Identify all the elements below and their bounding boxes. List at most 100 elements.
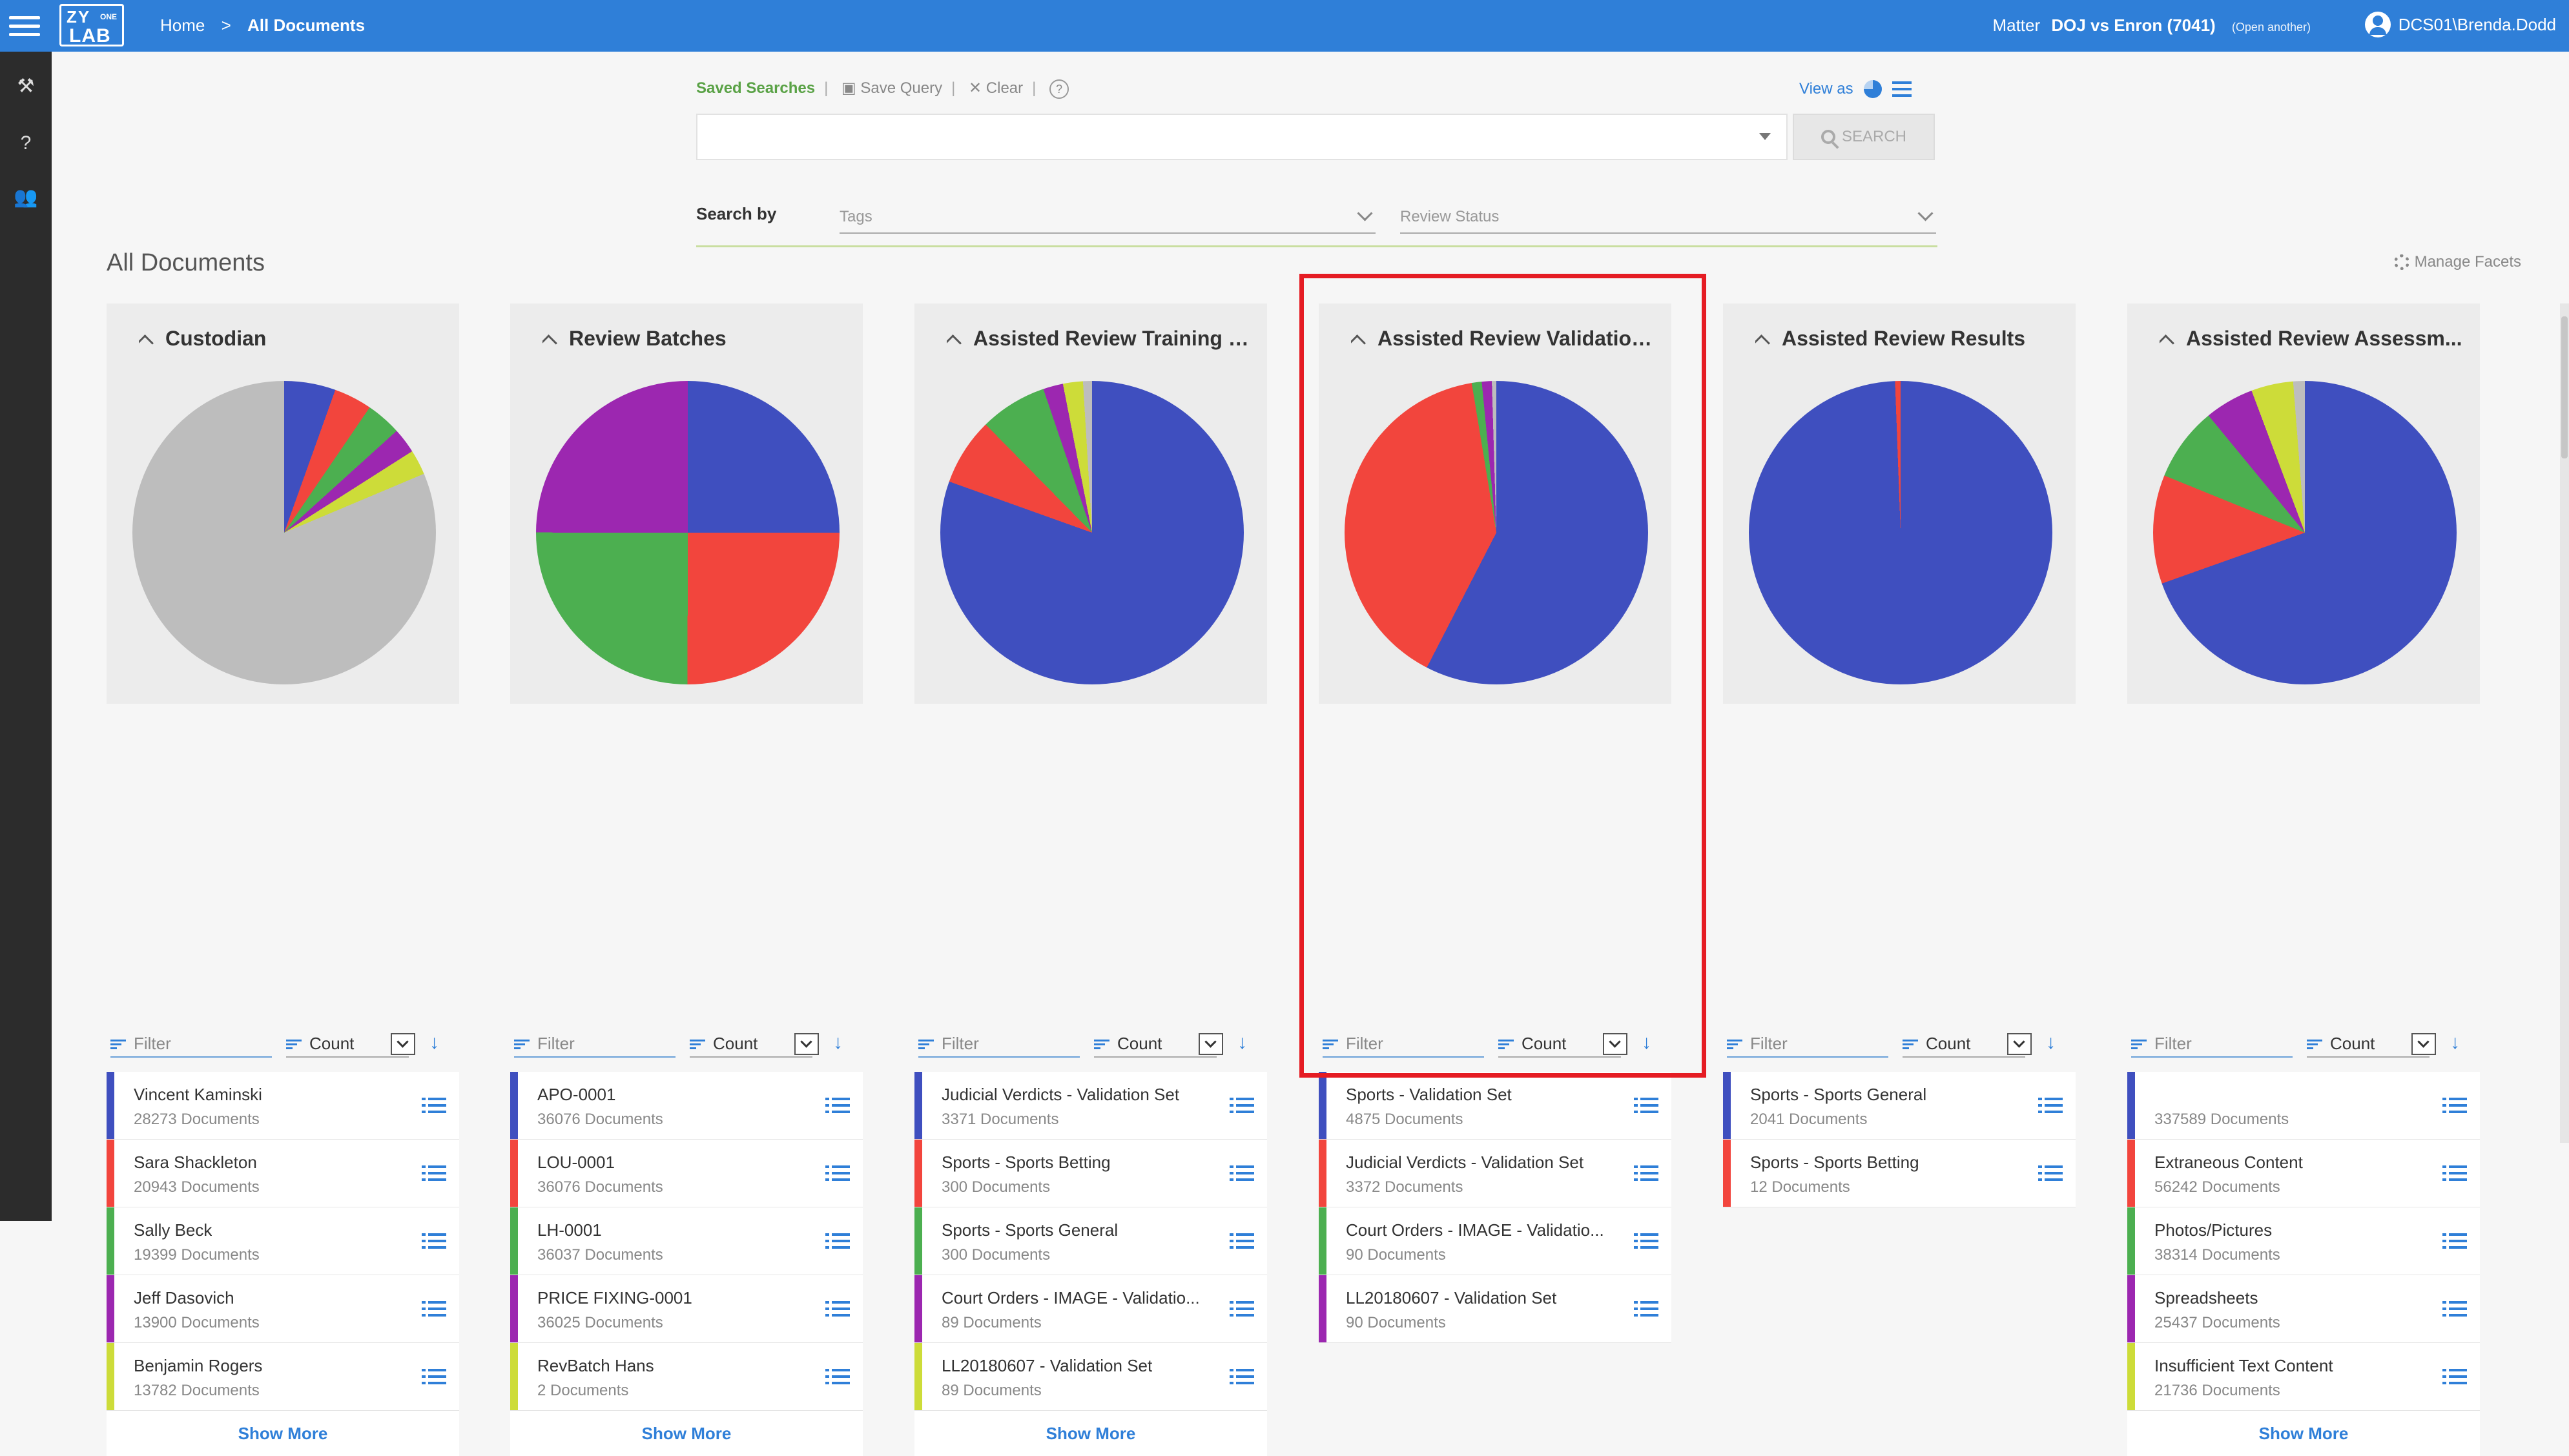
sort-select[interactable]: Count [1903,1030,2025,1058]
list-icon[interactable] [1230,1164,1254,1182]
list-icon[interactable] [1230,1232,1254,1250]
search-button[interactable]: SEARCH [1793,114,1935,160]
list-icon[interactable] [422,1164,446,1182]
facet-title[interactable]: Assisted Review Training B... [947,327,1250,351]
sort-select[interactable]: Count [286,1030,409,1058]
list-icon[interactable] [1634,1232,1658,1250]
list-icon[interactable] [1634,1096,1658,1114]
list-item[interactable]: APO-0001 36076 Documents [510,1072,863,1140]
facet-title[interactable]: Assisted Review Assessm... [2160,327,2462,351]
list-icon[interactable] [2442,1232,2467,1250]
list-item[interactable]: Photos/Pictures 38314 Documents [2127,1207,2480,1275]
list-item[interactable]: Jeff Dasovich 13900 Documents [107,1275,459,1343]
search-input[interactable] [696,114,1788,160]
list-item[interactable]: Court Orders - IMAGE - Validatio... 89 Do… [914,1275,1267,1343]
filter-input[interactable]: Filter [1323,1030,1484,1058]
chevron-up-icon[interactable] [947,334,962,351]
sort-select[interactable]: Count [690,1030,812,1058]
dropdown-caret-icon[interactable] [1759,133,1771,140]
list-icon[interactable] [2038,1096,2063,1114]
list-icon[interactable] [422,1368,446,1386]
list-item[interactable]: Extraneous Content 56242 Documents [2127,1140,2480,1207]
pie-chart-view-icon[interactable] [1863,80,1882,98]
menu-icon[interactable] [9,10,40,41]
list-item[interactable]: RevBatch Hans 2 Documents [510,1343,863,1411]
list-icon[interactable] [2442,1368,2467,1386]
list-icon[interactable] [422,1232,446,1250]
chevron-up-icon[interactable] [2160,334,2174,351]
show-more-link[interactable]: Show More [2127,1411,2480,1456]
save-query-button[interactable]: ▣ Save Query [841,79,943,97]
list-icon[interactable] [825,1164,850,1182]
user-menu[interactable]: DCS01\Brenda.Dodd [2364,12,2556,37]
app-logo[interactable]: ZY ONE LAB [59,4,124,46]
facet-pie-chart[interactable] [536,381,840,684]
list-item[interactable]: 337589 Documents [2127,1072,2480,1140]
list-item[interactable]: Sports - Validation Set 4875 Documents [1319,1072,1671,1140]
show-more-link[interactable]: Show More [107,1411,459,1456]
list-item[interactable]: PRICE FIXING-0001 36025 Documents [510,1275,863,1343]
list-item[interactable]: Sports - Sports General 300 Documents [914,1207,1267,1275]
tags-select[interactable]: Tags [840,205,1376,234]
list-item[interactable]: Judicial Verdicts - Validation Set 3372 D… [1319,1140,1671,1207]
sort-dropdown-button[interactable] [2411,1033,2436,1055]
facet-title[interactable]: Review Batches [542,327,727,351]
filter-input[interactable]: Filter [918,1030,1080,1058]
sort-dropdown-button[interactable] [391,1033,415,1055]
facet-pie-chart[interactable] [2153,381,2457,684]
list-item[interactable]: Sports - Sports Betting 300 Documents [914,1140,1267,1207]
breadcrumb-home[interactable]: Home [160,15,205,35]
list-item[interactable]: Sports - Sports Betting 12 Documents [1723,1140,2076,1207]
sort-dropdown-button[interactable] [794,1033,819,1055]
sort-direction-icon[interactable]: ↓ [833,1032,843,1053]
sort-dropdown-button[interactable] [1199,1033,1223,1055]
list-item[interactable]: Benjamin Rogers 13782 Documents [107,1343,459,1411]
list-icon[interactable] [1634,1300,1658,1318]
sort-select[interactable]: Count [1094,1030,1217,1058]
list-icon[interactable] [825,1368,850,1386]
chevron-up-icon[interactable] [139,334,154,351]
sort-select[interactable]: Count [1498,1030,1621,1058]
list-icon[interactable] [1230,1096,1254,1114]
help-icon[interactable]: ? [20,132,32,154]
help-circle-icon[interactable]: ? [1049,79,1069,99]
clear-button[interactable]: ✕ Clear [969,79,1024,97]
list-item[interactable]: Court Orders - IMAGE - Validatio... 90 Do… [1319,1207,1671,1275]
list-icon[interactable] [2442,1096,2467,1114]
list-item[interactable]: LL20180607 - Validation Set 89 Documents [914,1343,1267,1411]
facet-pie-chart[interactable] [940,381,1244,684]
show-more-link[interactable]: Show More [510,1411,863,1456]
list-icon[interactable] [422,1300,446,1318]
show-more-link[interactable]: Show More [914,1411,1267,1456]
scrollbar[interactable] [2560,303,2569,1143]
facet-pie-chart[interactable] [1345,381,1648,684]
filter-input[interactable]: Filter [2131,1030,2293,1058]
filter-input[interactable]: Filter [1727,1030,1888,1058]
list-item[interactable]: Sara Shackleton 20943 Documents [107,1140,459,1207]
list-item[interactable]: Sports - Sports General 2041 Documents [1723,1072,2076,1140]
list-icon[interactable] [1230,1300,1254,1318]
filter-input[interactable]: Filter [110,1030,272,1058]
list-item[interactable]: Sally Beck 19399 Documents [107,1207,459,1275]
facet-pie-chart[interactable] [132,381,436,684]
sort-dropdown-button[interactable] [2007,1033,2032,1055]
saved-searches-link[interactable]: Saved Searches [696,79,816,97]
sort-direction-icon[interactable]: ↓ [2450,1032,2460,1053]
list-item[interactable]: Spreadsheets 25437 Documents [2127,1275,2480,1343]
list-icon[interactable] [422,1096,446,1114]
chevron-up-icon[interactable] [1755,334,1770,351]
list-item[interactable]: LH-0001 36037 Documents [510,1207,863,1275]
sort-direction-icon[interactable]: ↓ [429,1032,439,1053]
sort-direction-icon[interactable]: ↓ [1237,1032,1247,1053]
list-icon[interactable] [825,1300,850,1318]
list-item[interactable]: Judicial Verdicts - Validation Set 3371 D… [914,1072,1267,1140]
list-icon[interactable] [825,1232,850,1250]
open-another-link[interactable]: (Open another) [2231,21,2311,34]
sort-direction-icon[interactable]: ↓ [2046,1032,2056,1053]
list-item[interactable]: Vincent Kaminski 28273 Documents [107,1072,459,1140]
list-icon[interactable] [2442,1164,2467,1182]
filter-input[interactable]: Filter [514,1030,676,1058]
list-icon[interactable] [1634,1164,1658,1182]
facet-pie-chart[interactable] [1749,381,2052,684]
list-icon[interactable] [2442,1300,2467,1318]
